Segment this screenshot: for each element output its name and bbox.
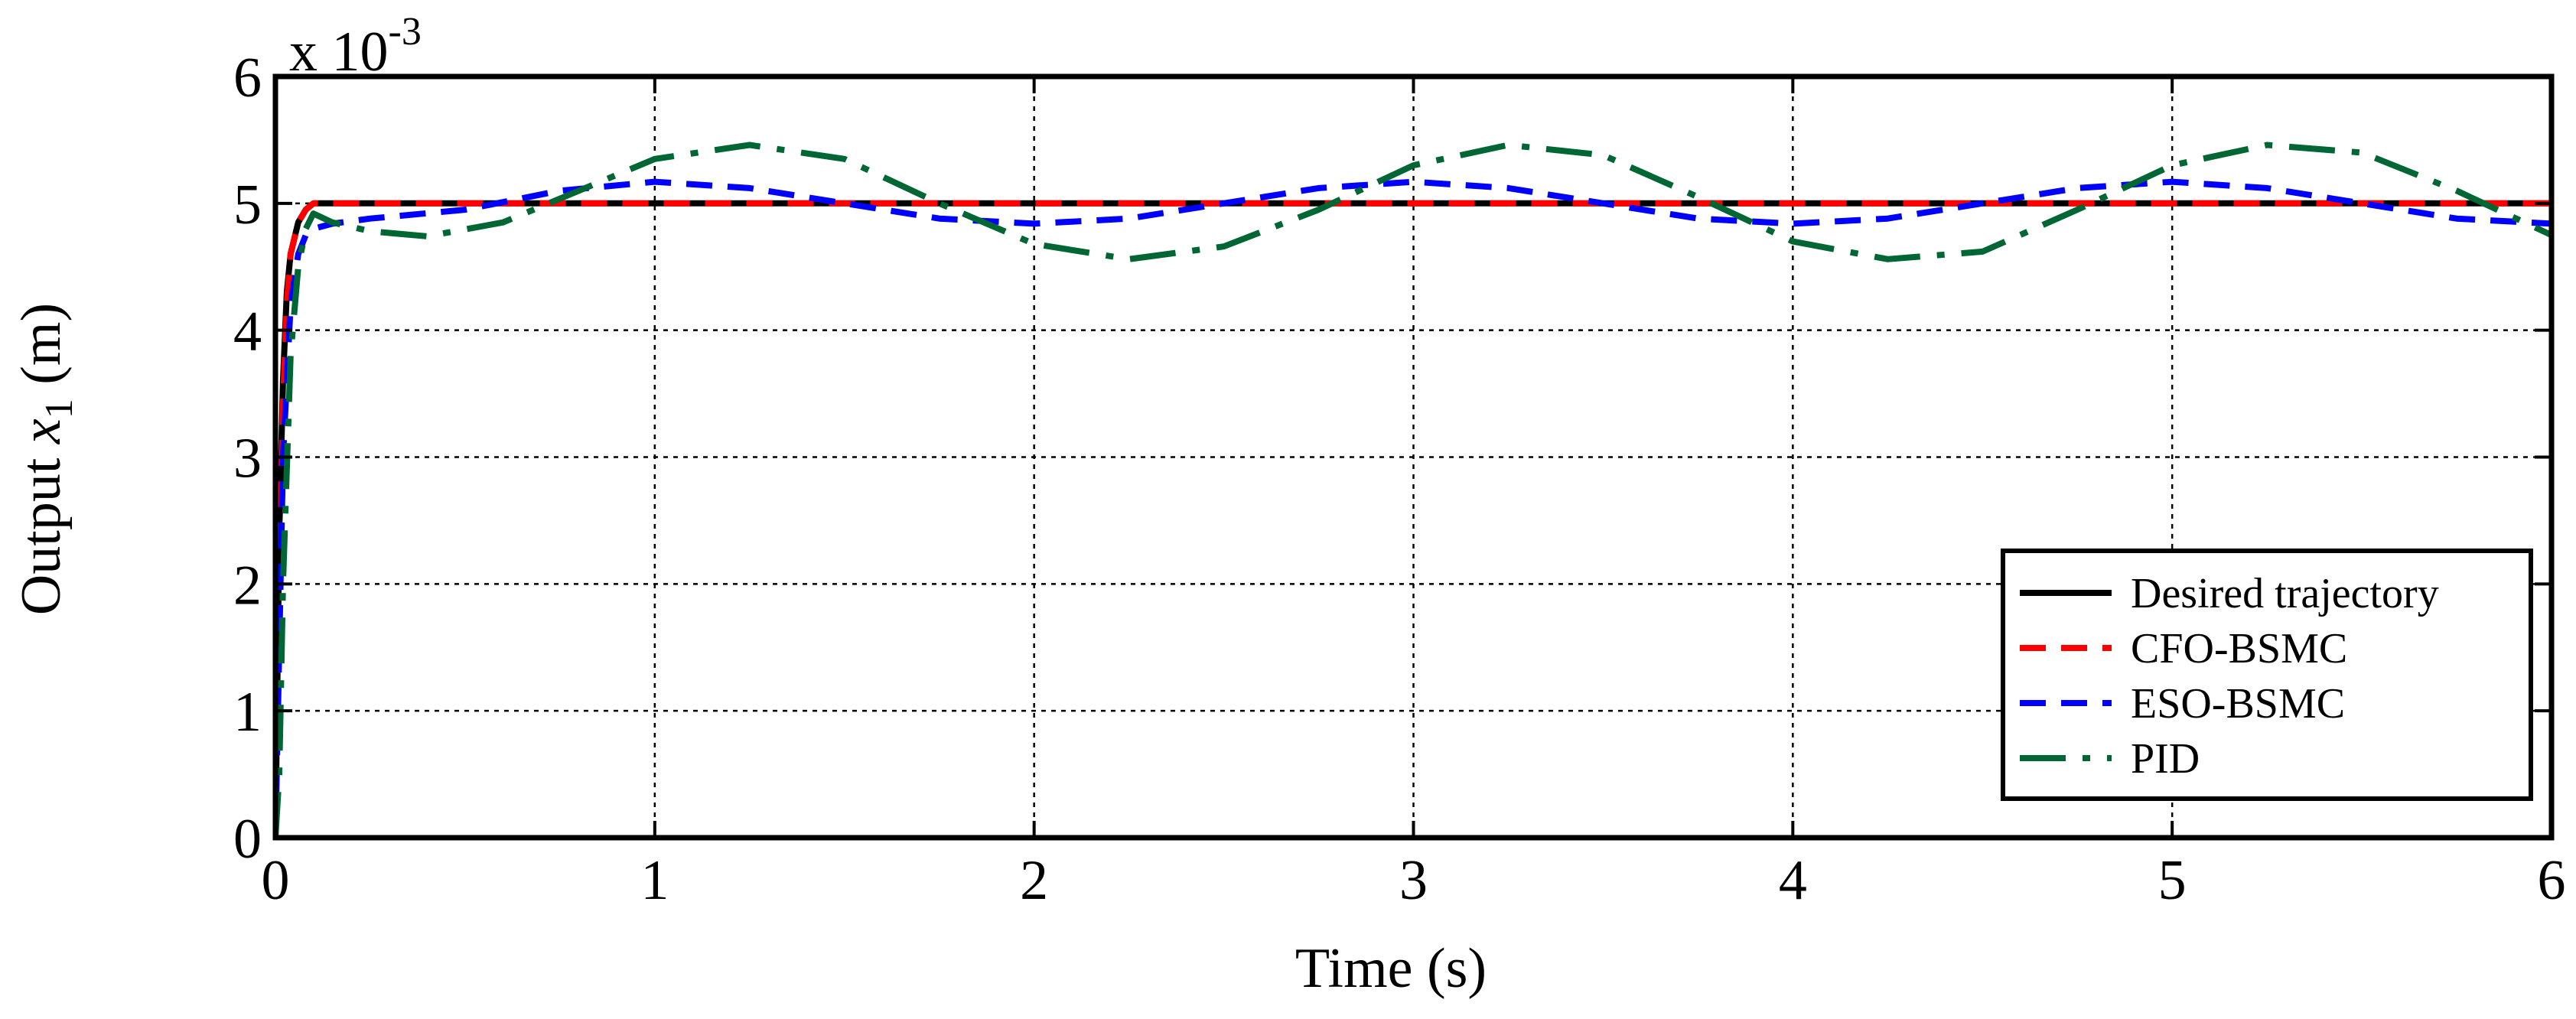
y-tick-label: 4 [233,301,262,363]
y-tick-label: 0 [233,808,262,871]
exponent-label: x 10-3 [289,10,422,83]
x-tick-label: 3 [1399,849,1428,912]
y-tick-label: 1 [233,681,262,744]
y-tick-label: 5 [233,174,262,236]
series-eso-bsmc-line [275,178,2552,838]
x-tick-label: 4 [1779,849,1807,912]
legend-label-eso-bsmc: ESO-BSMC [2131,680,2345,728]
x-tick-label: 5 [2158,849,2187,912]
y-tick-label: 2 [233,554,262,617]
y-tick-labels: 0 1 2 3 4 5 6 [233,47,262,871]
tick-marks [274,75,2553,839]
x-axis-label: Time (s) [1295,937,1487,1000]
y-axis-label: Output x1 (m) [10,303,81,615]
exponent-base: x 10 [289,21,389,83]
x-tick-label: 6 [2538,849,2566,912]
legend-label-pid: PID [2131,735,2200,783]
legend: Desired trajectory CFO-BSMC ESO-BSMC PID [2001,549,2533,801]
x-tick-label: 2 [1020,849,1048,912]
legend-label-desired-trajectory: Desired trajectory [2131,570,2439,617]
x-tick-label: 0 [262,849,290,912]
y-tick-label: 6 [233,47,262,109]
x-tick-labels: 0 1 2 3 4 5 6 [262,849,2566,912]
x-tick-label: 1 [640,849,669,912]
y-tick-label: 3 [233,428,262,490]
legend-label-cfo-bsmc: CFO-BSMC [2131,625,2347,672]
exponent-power: -3 [389,10,422,54]
series-pid-line [275,142,2552,838]
